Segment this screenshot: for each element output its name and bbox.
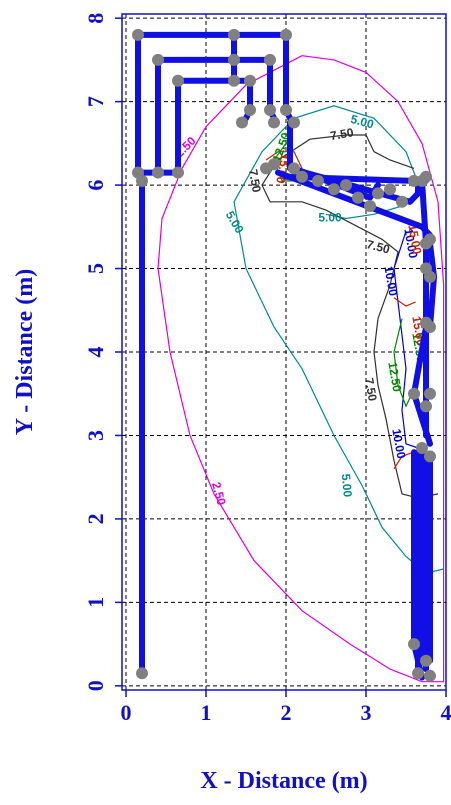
node-marker <box>408 387 420 400</box>
y-tick-label: 6 <box>83 180 108 191</box>
y-tick-label: 3 <box>83 430 108 441</box>
y-axis-title: Y - Distance (m) <box>12 269 38 435</box>
node-marker <box>152 53 164 66</box>
node-markers <box>132 28 436 682</box>
contour-line <box>393 297 416 307</box>
contour-label: 2.50 <box>209 481 229 507</box>
node-marker <box>228 53 240 66</box>
y-tick-label: 4 <box>83 347 108 358</box>
node-marker <box>288 116 300 129</box>
contour-label: 5.00 <box>339 473 355 498</box>
node-marker <box>264 103 276 116</box>
node-marker <box>424 387 436 400</box>
contour-line <box>265 151 303 169</box>
wire-path <box>287 119 421 205</box>
y-tick-label: 8 <box>83 13 108 24</box>
node-marker <box>264 53 276 66</box>
node-marker <box>420 654 432 667</box>
x-tick-label: 4 <box>441 700 451 725</box>
node-marker <box>280 103 292 116</box>
node-marker <box>172 166 184 179</box>
contour-label: 7.50 <box>246 168 264 194</box>
contour-label: 7.50 <box>329 125 355 143</box>
axes: 0 1 2 3 4 0 1 2 3 4 5 6 7 8 <box>83 13 451 725</box>
node-marker <box>352 191 364 204</box>
contour-label: 10.00 <box>389 428 408 460</box>
y-tick-label: 1 <box>83 597 108 608</box>
node-marker <box>172 74 184 87</box>
node-marker <box>228 74 240 87</box>
contour-line <box>157 55 445 683</box>
node-marker <box>364 199 376 212</box>
node-marker <box>136 667 148 680</box>
contour-line <box>393 230 419 449</box>
node-marker <box>412 667 424 680</box>
contour-label: 7.50 <box>362 377 380 403</box>
y-tick-label: 7 <box>83 96 108 107</box>
node-marker <box>424 233 436 246</box>
contour-label: 10.00 <box>381 265 400 297</box>
node-marker <box>132 28 144 41</box>
node-marker <box>424 270 436 283</box>
contour-label: 12.50 <box>385 361 404 393</box>
node-marker <box>244 103 256 116</box>
node-marker <box>416 441 428 454</box>
contour-line <box>261 134 439 499</box>
node-marker <box>328 183 340 196</box>
node-marker <box>340 179 352 192</box>
y-tick-label: 5 <box>83 263 108 274</box>
node-marker <box>152 166 164 179</box>
contour-line <box>393 451 415 470</box>
node-marker <box>408 638 420 651</box>
contour-lines <box>157 55 445 683</box>
node-marker <box>236 116 248 129</box>
node-marker <box>424 669 436 682</box>
contour-line <box>393 318 417 408</box>
node-marker <box>420 400 432 413</box>
contour-label: 5.00 <box>318 211 342 225</box>
node-marker <box>288 162 300 175</box>
node-marker <box>268 158 280 171</box>
contour-line <box>233 105 444 574</box>
contour-label: 7.50 <box>365 237 391 257</box>
y-tick-label: 2 <box>83 513 108 524</box>
node-marker <box>396 195 408 208</box>
x-axis-title: X - Distance (m) <box>200 768 367 794</box>
node-marker <box>420 170 432 183</box>
contour-line <box>325 205 403 220</box>
contour-label: 5.00 <box>223 209 247 237</box>
x-tick-label: 3 <box>361 700 372 725</box>
contour-label: 10.00 <box>401 227 420 259</box>
node-marker <box>280 28 292 41</box>
node-marker <box>384 183 396 196</box>
y-tick-label: 0 <box>83 680 108 691</box>
x-tick-label: 0 <box>121 700 132 725</box>
x-tick-label: 1 <box>201 700 212 725</box>
wire-path <box>427 240 437 330</box>
x-tick-label: 2 <box>281 700 292 725</box>
node-marker <box>268 116 280 129</box>
contour-label: 5.00 <box>349 112 375 132</box>
node-marker <box>228 28 240 41</box>
node-marker <box>372 187 384 200</box>
node-marker <box>244 74 256 87</box>
node-marker <box>312 174 324 187</box>
node-marker <box>136 174 148 187</box>
node-marker <box>424 320 436 333</box>
node-marker <box>424 450 436 463</box>
node-marker <box>296 170 308 183</box>
contour-label: 15.00 <box>405 223 424 255</box>
